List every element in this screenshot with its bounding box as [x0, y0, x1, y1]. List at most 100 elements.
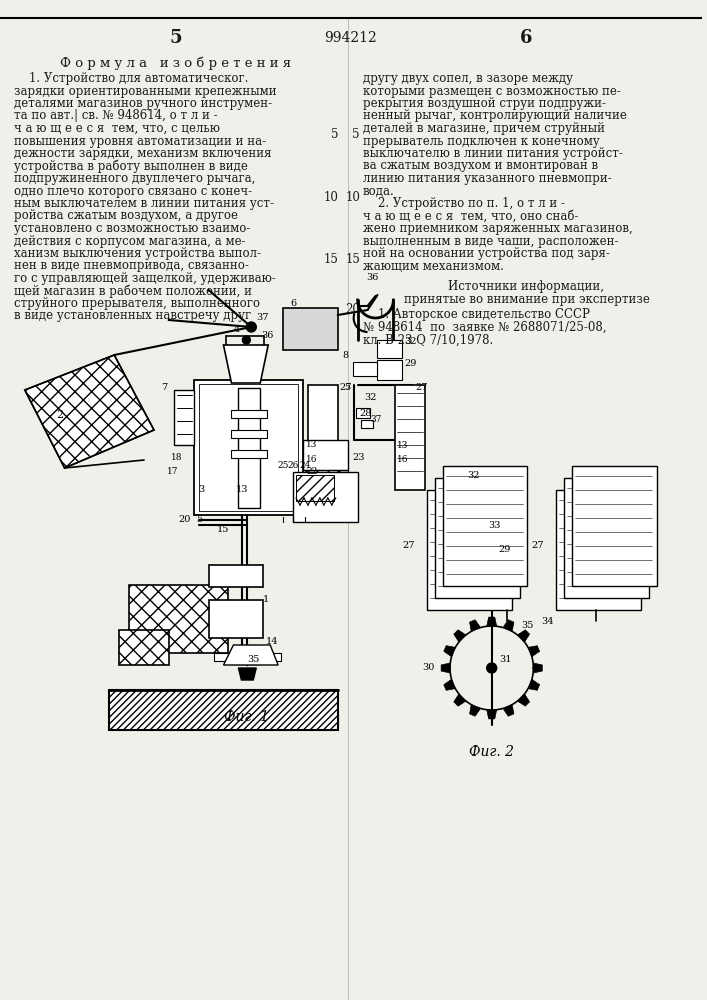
Text: 1. Устройство для автоматическог.: 1. Устройство для автоматическог. — [14, 72, 248, 85]
Text: рекрытия воздушной струи подпружи-: рекрытия воздушной струи подпружи- — [363, 97, 606, 110]
Text: 36: 36 — [366, 273, 379, 282]
Polygon shape — [469, 705, 481, 716]
Text: ным выключателем в линии питания уст-: ным выключателем в линии питания уст- — [14, 197, 274, 210]
Text: Фиг. 1: Фиг. 1 — [224, 710, 269, 724]
Text: го с управляющей защелкой, удерживаю-: го с управляющей защелкой, удерживаю- — [14, 272, 276, 285]
Text: установлено с возможностью взаимо-: установлено с возможностью взаимо- — [14, 222, 250, 235]
Polygon shape — [441, 663, 450, 673]
Text: 2. Устройство по п. 1, о т л и -: 2. Устройство по п. 1, о т л и - — [363, 197, 565, 210]
Text: 27: 27 — [403, 540, 415, 550]
Text: 37: 37 — [256, 314, 269, 322]
Bar — [110, 690, 338, 730]
Text: струйного прерывателя, выполненного: струйного прерывателя, выполненного — [14, 297, 260, 310]
Text: № 948614  по  заявке № 2688071/25-08,: № 948614 по заявке № 2688071/25-08, — [363, 321, 606, 334]
Text: 23: 23 — [353, 454, 365, 462]
Bar — [427, 490, 512, 610]
Polygon shape — [533, 663, 542, 673]
Text: щей магазин в рабочем положении, и: щей магазин в рабочем положении, и — [14, 284, 252, 298]
Bar — [231, 430, 267, 438]
Text: 14: 14 — [267, 638, 279, 647]
Bar — [194, 380, 303, 515]
Text: принятые во внимание при экспертизе: принятые во внимание при экспертизе — [404, 293, 650, 306]
Polygon shape — [503, 705, 514, 716]
Text: 33: 33 — [489, 520, 501, 530]
Text: 15: 15 — [216, 526, 229, 534]
Bar — [556, 490, 641, 610]
Polygon shape — [469, 620, 481, 631]
Text: 27: 27 — [415, 383, 428, 392]
Polygon shape — [486, 710, 497, 719]
Text: Ф о р м у л а   и з о б р е т е н и я: Ф о р м у л а и з о б р е т е н и я — [60, 57, 291, 70]
Text: 32: 32 — [467, 471, 480, 480]
Text: 7: 7 — [161, 383, 167, 392]
Text: подпружиненного двуплечего рычага,: подпружиненного двуплечего рычага, — [14, 172, 255, 185]
Text: Фиг. 2: Фиг. 2 — [469, 745, 514, 759]
Text: действия с корпусом магазина, а ме-: действия с корпусом магазина, а ме- — [14, 234, 245, 247]
Text: 5: 5 — [196, 516, 201, 524]
Text: 35: 35 — [522, 620, 534, 630]
Text: 18: 18 — [171, 452, 182, 462]
Polygon shape — [444, 679, 455, 690]
Text: 5: 5 — [170, 29, 182, 47]
Circle shape — [486, 663, 497, 673]
Text: устройства в работу выполнен в виде: устройства в работу выполнен в виде — [14, 159, 247, 173]
Text: 24: 24 — [299, 460, 310, 470]
Bar — [231, 410, 267, 418]
Text: одно плечо которого связано с конеч-: одно плечо которого связано с конеч- — [14, 184, 252, 198]
Bar — [353, 362, 378, 376]
Bar — [129, 585, 228, 653]
Text: 28: 28 — [360, 408, 372, 418]
Text: 20: 20 — [345, 303, 360, 316]
Bar — [564, 478, 648, 598]
Bar — [231, 450, 267, 458]
Bar — [378, 360, 402, 380]
Text: деталями магазинов ручного инструмен-: деталями магазинов ручного инструмен- — [14, 97, 272, 110]
Bar — [259, 653, 281, 661]
Polygon shape — [223, 345, 268, 383]
Bar — [435, 478, 520, 598]
Polygon shape — [503, 620, 514, 631]
Bar — [572, 466, 657, 586]
Polygon shape — [223, 645, 278, 665]
Bar — [443, 466, 527, 586]
Bar — [199, 384, 298, 511]
Text: 30: 30 — [422, 664, 434, 672]
Bar — [395, 385, 425, 490]
Bar — [119, 630, 169, 665]
Text: кл. В 23 Q 7/10,1978.: кл. В 23 Q 7/10,1978. — [363, 334, 493, 347]
Bar — [214, 653, 235, 661]
Text: жено приемником заряженных магазинов,: жено приемником заряженных магазинов, — [363, 222, 632, 235]
Text: 10: 10 — [345, 191, 360, 204]
Polygon shape — [518, 630, 530, 642]
Text: 31: 31 — [500, 656, 512, 664]
Text: 32: 32 — [365, 392, 377, 401]
Text: та по авт.| св. № 948614, о т л и -: та по авт.| св. № 948614, о т л и - — [14, 109, 218, 122]
Text: 26: 26 — [287, 460, 299, 470]
Text: 29: 29 — [404, 359, 416, 367]
Text: 13: 13 — [306, 440, 317, 449]
Text: 5: 5 — [344, 383, 351, 392]
Text: ройства сжатым воздухом, а другое: ройства сжатым воздухом, а другое — [14, 210, 238, 223]
Text: 32: 32 — [404, 338, 417, 347]
Text: 37: 37 — [370, 416, 382, 424]
Text: в виде установленных навстречу друг: в виде установленных навстречу друг — [14, 310, 251, 322]
Text: выключателю в линии питания устройст-: выключателю в линии питания устройст- — [363, 147, 622, 160]
Text: прерыватель подключен к конечному: прерыватель подключен к конечному — [363, 134, 600, 147]
Text: 2: 2 — [56, 410, 63, 420]
Text: 16: 16 — [306, 455, 317, 464]
Bar — [209, 565, 263, 587]
Polygon shape — [486, 617, 497, 626]
Text: 16: 16 — [397, 456, 409, 464]
Polygon shape — [25, 355, 154, 468]
Polygon shape — [518, 694, 530, 706]
Polygon shape — [454, 694, 466, 706]
Text: 15: 15 — [345, 253, 360, 266]
Text: 20: 20 — [178, 516, 191, 524]
Text: 17: 17 — [167, 468, 178, 477]
Bar — [296, 475, 334, 501]
Text: 5: 5 — [331, 128, 339, 141]
Text: нен в виде пневмопривода, связанно-: нен в виде пневмопривода, связанно- — [14, 259, 249, 272]
Text: зарядки ориентированными крепежными: зарядки ориентированными крепежными — [14, 85, 276, 98]
Polygon shape — [454, 630, 466, 642]
Circle shape — [243, 336, 250, 344]
